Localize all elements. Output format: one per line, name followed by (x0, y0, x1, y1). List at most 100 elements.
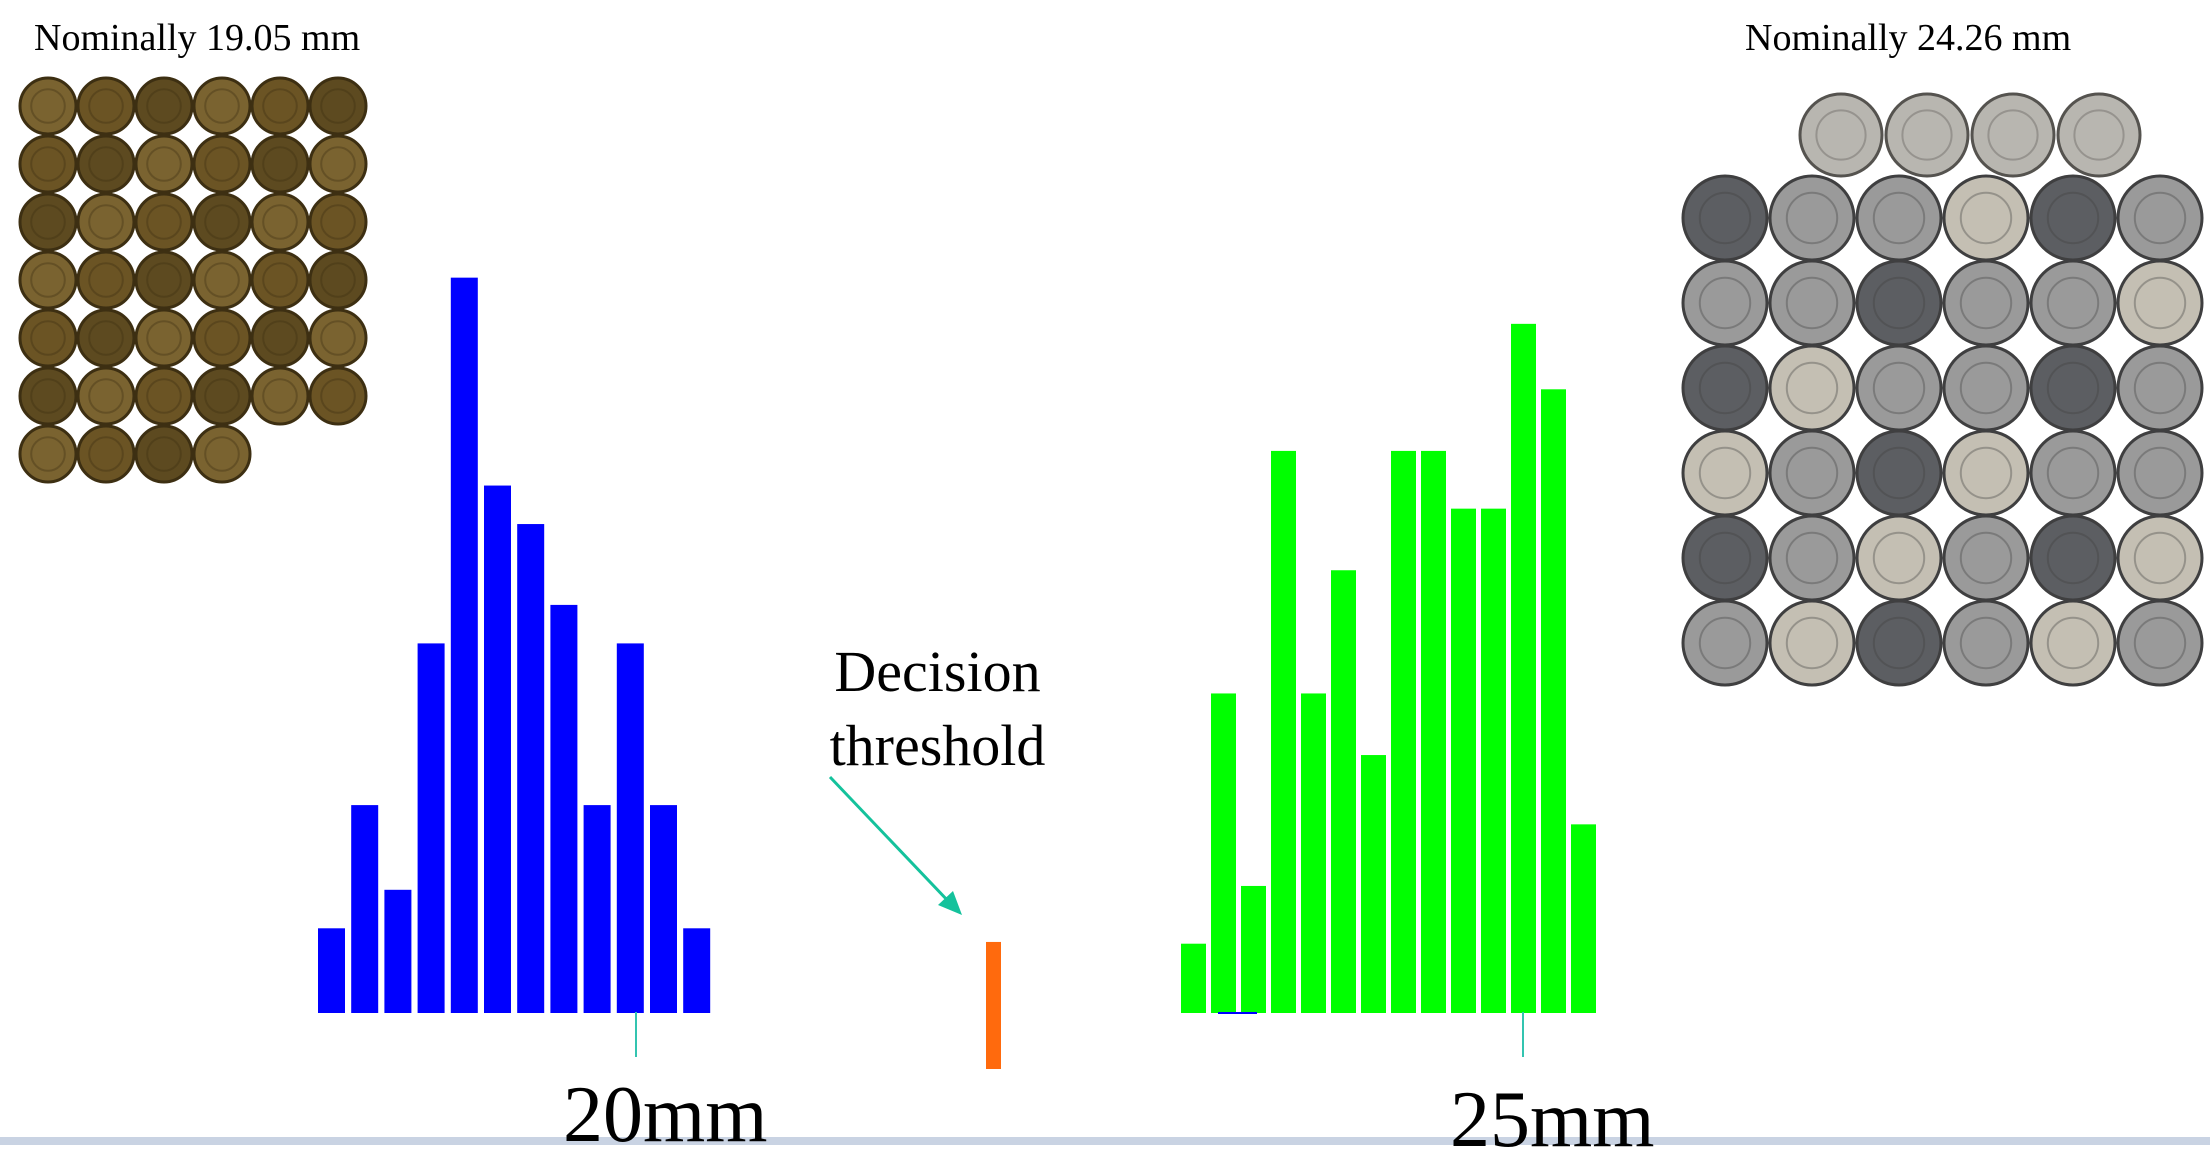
quarter-coin-icon-detail (1698, 191, 1752, 245)
penny-coin-icon (76, 134, 136, 194)
penny-coin-icon (134, 424, 194, 484)
penny-coin-icon (192, 250, 252, 310)
quarter-coin-icon-detail (1959, 191, 2013, 245)
quarter-coin-icon-detail (2133, 616, 2187, 670)
quarter-coin-icon (1970, 92, 2056, 178)
penny-bar-5 (450, 277, 478, 1013)
quarter-coin-icon-detail (1987, 109, 2039, 161)
quarter-coin-icon-detail (2046, 616, 2100, 670)
penny-coin-icon-detail (146, 378, 182, 414)
quarter-coin-icon-detail (1698, 361, 1752, 415)
penny-coin-icon (76, 366, 136, 426)
quarter-bar-6 (1331, 570, 1356, 1013)
quarter-histogram (1181, 323, 1596, 1014)
quarter-coin-icon-detail (2046, 191, 2100, 245)
penny-coin-icon (250, 192, 310, 252)
arrow-icon (828, 775, 962, 915)
penny-coin-icon (18, 134, 78, 194)
penny-coin-icon-detail (146, 146, 182, 182)
quarter-bar-4 (1271, 450, 1296, 1013)
penny-coin-icon (134, 192, 194, 252)
penny-coin-icon (76, 76, 136, 136)
penny-coin-icon-detail (204, 378, 240, 414)
quarter-bar-10 (1451, 508, 1476, 1013)
penny-coin-icon-detail (320, 88, 356, 124)
quarter-coin-icon (1768, 599, 1856, 687)
penny-coin-icon (134, 250, 194, 310)
quarter-bar-13 (1541, 389, 1566, 1013)
penny-coin-icon (250, 76, 310, 136)
quarter-bar-2 (1211, 693, 1236, 1013)
penny-coin-icon-detail (146, 262, 182, 298)
quarter-coin-icon-detail (1698, 276, 1752, 330)
penny-coin-icon-detail (30, 88, 66, 124)
penny-bar-6 (484, 485, 511, 1013)
decision-threshold-label: Decision threshold (829, 639, 1046, 778)
penny-coin-icon-detail (30, 262, 66, 298)
quarter-coin-icon-detail (1901, 109, 1953, 161)
penny-coin-icon-detail (262, 378, 298, 414)
penny-coin-icon (308, 308, 368, 368)
penny-bar-4 (417, 643, 445, 1013)
penny-coin-icon (76, 250, 136, 310)
penny-coin-icon-detail (262, 88, 298, 124)
penny-coin-icon-detail (88, 262, 124, 298)
penny-coin-icon (192, 424, 252, 484)
penny-coin-icon (18, 76, 78, 136)
quarter-coin-icon-detail (1815, 109, 1867, 161)
quarter-coin-icon-detail (1785, 616, 1839, 670)
quarter-coin-icon-detail (1959, 531, 2013, 585)
quarter-coin-icon (1884, 92, 1970, 178)
penny-coins-image (18, 76, 368, 484)
quarter-bar-12 (1511, 323, 1536, 1014)
penny-coin-icon-detail (262, 146, 298, 182)
penny-coin-icon-detail (88, 88, 124, 124)
penny-coin-icon-detail (30, 204, 66, 240)
penny-coin-icon-detail (262, 262, 298, 298)
quarter-coin-icon-detail (2046, 276, 2100, 330)
penny-coin-icon (308, 76, 368, 136)
penny-bar-7 (517, 524, 545, 1013)
quarter-coin-icon-detail (1785, 191, 1839, 245)
penny-coin-icon (308, 366, 368, 426)
quarter-coin-icon (1855, 599, 1943, 687)
penny-coin-icon-detail (88, 320, 124, 356)
penny-coin-icon (192, 192, 252, 252)
quarter-coin-icon-detail (2133, 531, 2187, 585)
quarter-coin-icon-detail (1959, 361, 2013, 415)
decision-threshold-bar (986, 941, 1001, 1069)
quarter-coin-icon-detail (1785, 446, 1839, 500)
quarter-coin-icon (2116, 599, 2204, 687)
penny-coin-icon-detail (204, 146, 240, 182)
quarter-coin-icon-detail (2046, 531, 2100, 585)
quarter-coin-icon-detail (1698, 446, 1752, 500)
penny-coin-icon (192, 366, 252, 426)
quarter-coin-icon-detail (1872, 446, 1926, 500)
penny-coin-icon-detail (320, 262, 356, 298)
penny-coin-icon-detail (88, 436, 124, 472)
quarter-coins-image (1681, 92, 2204, 687)
penny-coin-icon (308, 250, 368, 310)
penny-coin-icon (192, 308, 252, 368)
penny-coin-icon (18, 308, 78, 368)
penny-coin-icon (18, 366, 78, 426)
quarter-coin-icon-detail (1959, 616, 2013, 670)
quarter-bar-5 (1301, 693, 1326, 1013)
penny-coin-icon (250, 366, 310, 426)
quarter-coin-icon (2029, 599, 2117, 687)
quarter-coin-icon (1798, 92, 1884, 178)
penny-coin-icon-detail (262, 320, 298, 356)
penny-coin-icon-detail (30, 436, 66, 472)
penny-coin-icon-detail (204, 262, 240, 298)
quarter-coin-icon-detail (2133, 361, 2187, 415)
penny-coin-icon-detail (204, 88, 240, 124)
penny-coin-icon-detail (204, 204, 240, 240)
penny-bar-8 (550, 604, 578, 1013)
penny-coin-icon-detail (30, 378, 66, 414)
penny-coin-icon (250, 134, 310, 194)
penny-coin-icon (134, 308, 194, 368)
quarter-coin-icon-detail (2133, 191, 2187, 245)
penny-coin-icon (250, 250, 310, 310)
penny-coin-icon-detail (88, 204, 124, 240)
